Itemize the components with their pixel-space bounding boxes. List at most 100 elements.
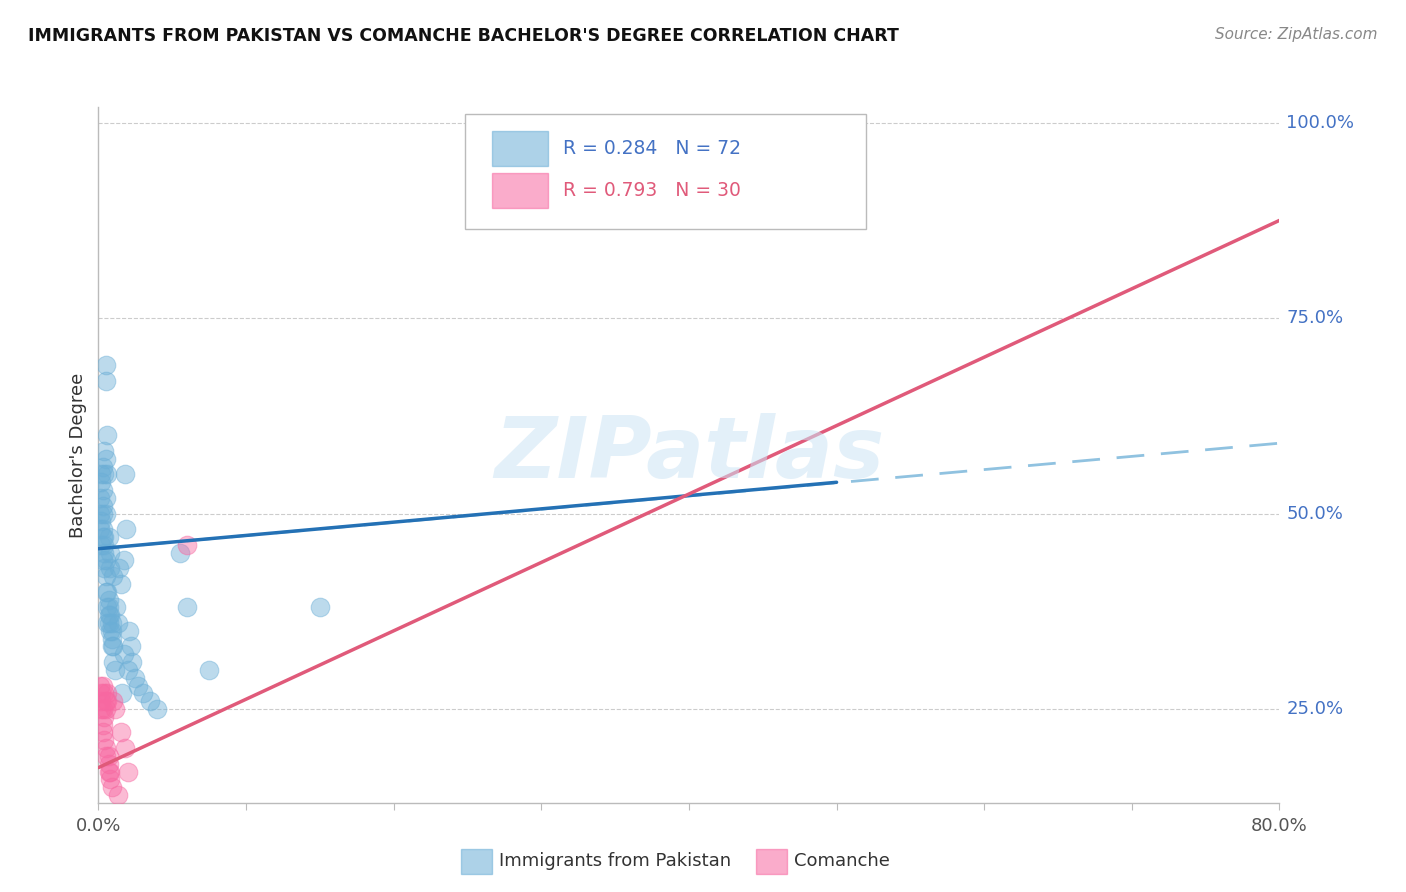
Point: [104, 702, 127, 716]
Point: [103, 655, 125, 669]
Point: [91, 702, 114, 716]
Point: [94, 358, 117, 372]
Point: [198, 663, 221, 677]
Point: [94, 507, 117, 521]
Point: [94, 584, 117, 599]
Point: [103, 640, 125, 654]
Point: [96, 584, 118, 599]
Point: [98, 772, 121, 787]
Point: [121, 655, 143, 669]
Point: [91, 725, 114, 739]
Point: [91, 459, 114, 474]
Y-axis label: Bachelor's Degree: Bachelor's Degree: [69, 372, 87, 538]
Point: [176, 538, 198, 552]
Point: [90, 538, 112, 552]
Point: [120, 640, 142, 654]
Point: [146, 702, 169, 716]
Text: R = 0.793   N = 30: R = 0.793 N = 30: [562, 181, 741, 200]
Point: [90, 702, 112, 716]
FancyBboxPatch shape: [464, 114, 866, 229]
Point: [139, 694, 162, 708]
Point: [89, 522, 111, 536]
Point: [110, 725, 132, 739]
Point: [97, 592, 120, 607]
Point: [91, 679, 114, 693]
Point: [89, 679, 111, 693]
Point: [111, 686, 134, 700]
Point: [100, 780, 122, 794]
Point: [118, 624, 141, 638]
Point: [114, 741, 136, 756]
Text: R = 0.284   N = 72: R = 0.284 N = 72: [562, 139, 741, 158]
Point: [93, 710, 115, 724]
Point: [100, 640, 122, 654]
Point: [94, 491, 117, 505]
Point: [132, 686, 155, 700]
Text: 100.0%: 100.0%: [1286, 113, 1354, 132]
Point: [93, 561, 115, 575]
Point: [93, 686, 115, 700]
Text: Comanche: Comanche: [794, 852, 890, 870]
Point: [169, 546, 191, 560]
Text: 50.0%: 50.0%: [1286, 505, 1343, 523]
Point: [91, 553, 114, 567]
Point: [90, 467, 112, 482]
Point: [112, 553, 135, 567]
Point: [93, 538, 115, 552]
Point: [91, 499, 114, 513]
Point: [176, 600, 198, 615]
Point: [114, 467, 136, 482]
Point: [98, 561, 121, 575]
Point: [91, 483, 114, 497]
Point: [107, 788, 129, 802]
Point: [96, 694, 118, 708]
Point: [90, 475, 112, 490]
Point: [100, 615, 122, 630]
Point: [93, 444, 115, 458]
Point: [117, 663, 139, 677]
Point: [96, 615, 118, 630]
Point: [98, 764, 121, 779]
Point: [97, 600, 120, 615]
Point: [93, 467, 115, 482]
Point: [89, 491, 111, 505]
Point: [97, 615, 120, 630]
Point: [96, 467, 118, 482]
Point: [97, 756, 120, 771]
Point: [100, 624, 122, 638]
Point: [94, 553, 117, 567]
Point: [90, 514, 112, 528]
Point: [93, 546, 115, 560]
Point: [90, 694, 112, 708]
Point: [97, 748, 120, 763]
Point: [105, 600, 128, 615]
Point: [91, 507, 114, 521]
Point: [96, 600, 118, 615]
Point: [127, 679, 149, 693]
Point: [108, 561, 131, 575]
Point: [115, 522, 138, 536]
Point: [93, 733, 115, 747]
Point: [94, 374, 117, 388]
Text: Immigrants from Pakistan: Immigrants from Pakistan: [499, 852, 731, 870]
Point: [94, 451, 117, 466]
Text: 75.0%: 75.0%: [1286, 310, 1344, 327]
Point: [107, 615, 129, 630]
Point: [100, 632, 122, 646]
Point: [93, 530, 115, 544]
Point: [91, 530, 114, 544]
Point: [97, 764, 120, 779]
Point: [97, 530, 120, 544]
Point: [94, 694, 117, 708]
FancyBboxPatch shape: [492, 131, 548, 166]
Point: [96, 428, 118, 442]
Point: [309, 600, 332, 615]
Point: [117, 764, 139, 779]
Point: [90, 686, 112, 700]
Point: [94, 748, 117, 763]
Point: [96, 686, 118, 700]
Point: [91, 717, 114, 731]
Point: [103, 694, 125, 708]
Point: [91, 522, 114, 536]
Point: [110, 577, 132, 591]
